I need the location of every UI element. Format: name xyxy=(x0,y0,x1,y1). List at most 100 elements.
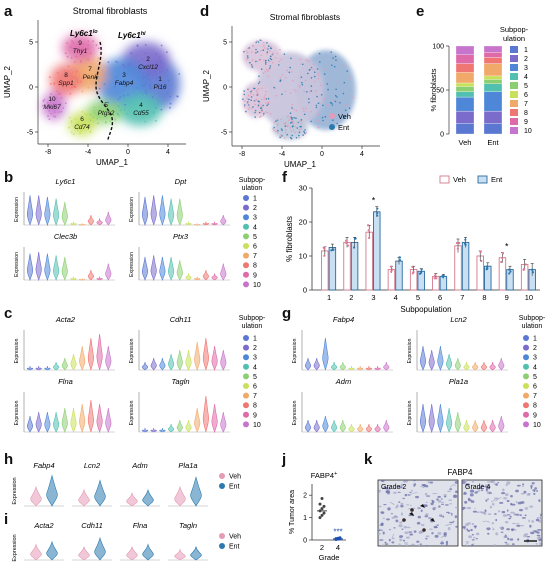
tissue-nucleus xyxy=(510,503,512,506)
violin-Cdh11-3 xyxy=(160,358,166,370)
umap-a-cluster-id: 2 xyxy=(146,56,150,63)
umap-d-point xyxy=(332,57,334,59)
violin-Ptx3-7 xyxy=(194,277,200,280)
umap-a-point xyxy=(82,43,84,45)
umap-d-point xyxy=(338,60,340,62)
panel-j-point xyxy=(323,512,326,515)
panel-letter-k: k xyxy=(364,451,373,468)
umap-d-point xyxy=(320,85,322,87)
tissue-nucleus xyxy=(398,524,402,527)
umap-d-point xyxy=(314,71,316,73)
tissue-nucleus xyxy=(536,490,538,492)
umap-a-point xyxy=(161,109,163,111)
panel-b-legend-title-1: Subpop- xyxy=(239,177,266,184)
violin-Adm-2 xyxy=(314,420,320,432)
umap-d-point xyxy=(324,98,326,100)
tissue-nucleus xyxy=(472,523,474,525)
legend-label: 3 xyxy=(524,65,528,72)
violin-Pla1a-4 xyxy=(446,408,452,432)
stacked-segment-Ent-7 xyxy=(484,64,502,76)
legend-label: 4 xyxy=(524,74,528,81)
violin-Tagln-1 xyxy=(142,428,148,432)
umap-d-point xyxy=(289,67,291,69)
umap-a-point xyxy=(81,111,83,113)
umap-a-xlabel: UMAP_1 xyxy=(96,158,129,167)
tissue-nucleus xyxy=(409,492,411,493)
legend-veh-swatch xyxy=(440,176,449,183)
legend-swatch xyxy=(510,109,518,116)
violin-Clec3b-2 xyxy=(36,252,42,280)
umap-d-point xyxy=(293,109,295,111)
legend-label: 6 xyxy=(253,244,257,251)
violin-Ptx3-9 xyxy=(212,273,218,280)
umap-d-point xyxy=(254,112,256,114)
umap-d-point xyxy=(257,93,259,95)
replicate-point xyxy=(457,248,459,250)
tissue-nucleus xyxy=(511,529,513,532)
umap-a-point xyxy=(123,95,125,97)
umap-a-point xyxy=(144,94,146,96)
tissue-nucleus xyxy=(525,507,529,510)
umap-a-cluster-gene: Cd55 xyxy=(133,110,149,117)
umap-d-point xyxy=(275,57,277,59)
umap-a-point xyxy=(97,60,99,62)
violin-Acta2-8 xyxy=(88,338,94,370)
umap-d-point xyxy=(267,70,269,72)
umap-d-point xyxy=(284,53,286,55)
tissue-nucleus xyxy=(383,518,385,519)
tissue-nucleus xyxy=(381,512,383,513)
umap-a-point xyxy=(169,107,171,109)
stacked-segment-Ent-4 xyxy=(484,84,502,92)
umap-d-point xyxy=(248,47,250,49)
umap-d-point xyxy=(343,65,345,67)
bar-Ent-1 xyxy=(329,248,336,291)
split-violin-veh-Adm xyxy=(127,493,138,506)
tissue-nucleus xyxy=(425,538,427,540)
legend-dot xyxy=(243,205,249,211)
umap-a-cluster-gene: Penk xyxy=(83,74,99,81)
panel-f-xlabel: Subpopulation xyxy=(400,305,451,314)
violin-Adm-1 xyxy=(305,420,311,432)
legend-veh-label: Veh xyxy=(453,175,466,184)
tissue-nucleus xyxy=(485,499,487,501)
umap-a-point xyxy=(155,101,157,103)
umap-d-point xyxy=(263,98,265,100)
violin-Flna-7 xyxy=(79,404,85,432)
umap-a-point xyxy=(108,61,110,63)
violin-gene-title: Clec3b xyxy=(54,232,77,241)
umap-d-point xyxy=(247,57,249,59)
tissue-nucleus xyxy=(466,528,468,530)
replicate-point xyxy=(434,277,436,279)
umap-a-point xyxy=(166,69,168,71)
violin-Clec3b-3 xyxy=(45,254,51,280)
legend-dot xyxy=(523,412,529,418)
violin-Tagln-4 xyxy=(168,424,174,432)
replicate-point xyxy=(532,271,534,273)
tissue-nucleus xyxy=(402,498,405,499)
tissue-nucleus xyxy=(448,527,451,530)
umap-d-point xyxy=(296,137,298,139)
stacked-segment-Veh-1 xyxy=(456,123,474,134)
replicate-point xyxy=(353,246,355,248)
y-tick-label: 0 xyxy=(223,85,227,92)
umap-d-point xyxy=(285,91,287,93)
stacked-segment-Ent-2 xyxy=(484,111,502,123)
violin-Acta2-5 xyxy=(62,358,68,370)
violin-Lcn2-7 xyxy=(472,362,478,370)
y-tick-label: 0 xyxy=(29,85,33,92)
umap-d-point xyxy=(255,49,257,51)
umap-d-point xyxy=(254,104,256,106)
umap-a-point xyxy=(159,56,161,58)
panel-j-significance: *** xyxy=(333,528,342,537)
legend-label: 8 xyxy=(253,263,257,270)
replicate-point xyxy=(421,268,423,270)
replicate-point xyxy=(479,250,481,252)
umap-a-point xyxy=(115,61,117,63)
umap-d-point xyxy=(308,102,310,104)
umap-a-point xyxy=(161,63,163,65)
tissue-nucleus xyxy=(391,513,393,514)
tissue-nucleus xyxy=(389,539,391,542)
tissue-nucleus xyxy=(419,531,422,534)
